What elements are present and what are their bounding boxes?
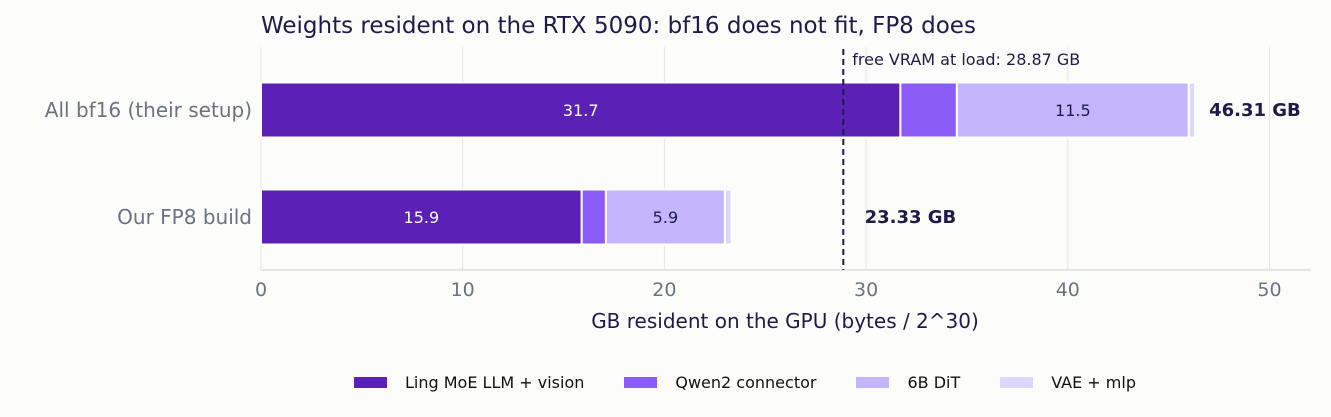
legend-swatch-connector — [624, 377, 658, 388]
legend-swatch-llm — [354, 377, 387, 388]
bar-segment — [723, 188, 733, 246]
legend-item-llm: Ling MoE LLM + vision — [354, 373, 584, 392]
x-tick-label: 30 — [854, 279, 878, 301]
bar-segment — [1187, 81, 1197, 139]
vram-reference-label: free VRAM at load: 28.87 GB — [852, 50, 1080, 69]
bar-segment — [604, 188, 726, 246]
x-tick-label: 40 — [1056, 279, 1080, 301]
bar-segment — [899, 81, 958, 139]
x-tick-label: 50 — [1257, 279, 1281, 301]
legend-swatch-vae — [1000, 377, 1034, 388]
bar-value-label: 11.5 — [1055, 101, 1091, 120]
legend-label-llm: Ling MoE LLM + vision — [405, 373, 585, 392]
y-tick-label: All bf16 (their setup) — [45, 98, 252, 122]
x-tick-label: 20 — [652, 279, 676, 301]
legend-swatch-dit — [856, 377, 890, 388]
bar-total-label: 46.31 GB — [1209, 100, 1301, 121]
legend-label-connector: Qwen2 connector — [675, 373, 817, 392]
bar-segment — [260, 81, 902, 139]
legend-item-connector: Qwen2 connector — [624, 373, 816, 392]
bar-value-label: 5.9 — [653, 208, 678, 227]
x-tick-label: 0 — [255, 279, 267, 301]
legend-label-vae: VAE + mlp — [1051, 373, 1136, 392]
x-tick-label: 10 — [451, 279, 475, 301]
bar-value-label: 31.7 — [563, 101, 599, 120]
legend-item-vae: VAE + mlp — [1000, 373, 1136, 392]
y-tick-label: Our FP8 build — [117, 205, 252, 229]
x-axis-label: GB resident on the GPU (bytes / 2^30) — [591, 309, 979, 333]
bar-segment — [260, 188, 583, 246]
chart-title: Weights resident on the RTX 5090: bf16 d… — [261, 13, 976, 39]
bar-segment — [955, 81, 1190, 139]
legend: Ling MoE LLM + vision Qwen2 connector 6B… — [354, 373, 1136, 392]
bar-value-label: 15.9 — [404, 208, 440, 227]
legend-item-dit: 6B DiT — [856, 373, 960, 392]
bar-total-label: 23.33 GB — [865, 207, 957, 228]
legend-label-dit: 6B DiT — [907, 373, 961, 392]
bar-segment — [580, 188, 607, 246]
